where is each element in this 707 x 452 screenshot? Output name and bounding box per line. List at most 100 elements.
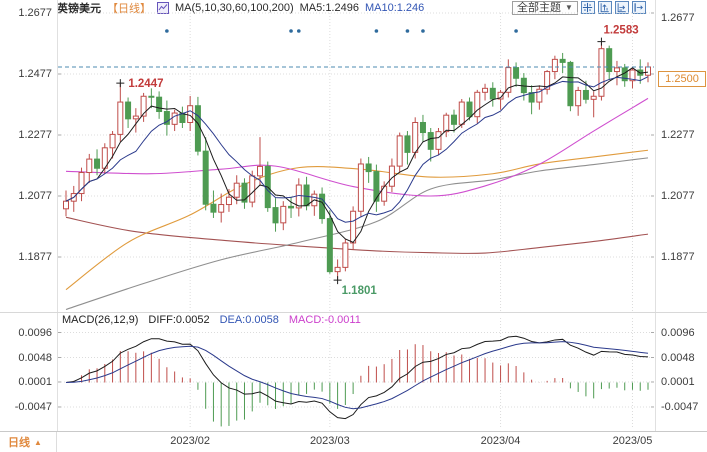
macd-diff-value: DIFF:0.0052 [148, 313, 210, 326]
crosshair-icon [583, 2, 593, 13]
scale-horizontal-button[interactable] [614, 1, 629, 14]
macd-dea-value: DEA:0.0058 [219, 313, 279, 326]
candle [559, 52, 566, 74]
candle [466, 97, 473, 121]
macd-header: MACD(26,12,9) DIFF:0.0052 DEA:0.0058 MAC… [62, 313, 361, 326]
candle [474, 89, 481, 124]
svg-text:1.1801: 1.1801 [342, 285, 378, 297]
right-axis-divider [655, 0, 656, 431]
candle [140, 92, 147, 122]
y-axis-label: 1.2077 [18, 190, 52, 202]
y-axis-label: -0.0047 [661, 400, 699, 413]
ma-line-ma100 [65, 157, 649, 310]
candle [373, 164, 380, 212]
candle [427, 127, 434, 162]
ma-settings-label: MA(5,10,30,60,100,200) [175, 1, 294, 14]
candle [163, 100, 170, 136]
macd-panel [65, 335, 649, 427]
candle [233, 175, 240, 205]
candle [482, 83, 489, 101]
ma-line-ma200 [65, 216, 649, 254]
last-price-label: 1.2500 [658, 70, 706, 87]
x-axis-label: 2023/03 [309, 435, 350, 447]
svg-text:1.2583: 1.2583 [603, 25, 638, 37]
candle [179, 106, 186, 128]
y-axis-label: 0.0096 [661, 326, 695, 339]
ma-fast [65, 67, 649, 243]
macd-diff-line [65, 335, 649, 420]
period-tag: 【日线】 [107, 2, 151, 15]
candle [156, 91, 163, 119]
candle [125, 97, 132, 128]
y-axis-label: 1.2677 [661, 12, 695, 24]
candle [489, 82, 496, 107]
y-axis-label: 1.2277 [18, 129, 52, 141]
macd-dea-line [65, 341, 649, 410]
candle [613, 60, 620, 86]
candle [350, 206, 357, 250]
x-axis-label: 2023/05 [612, 435, 653, 447]
y-axis-label: 1.2477 [18, 68, 52, 80]
candle [342, 238, 349, 272]
candle [86, 153, 93, 183]
time-axis-bar: 日线 ▲ 2023/02 2023/03 2023/04 2023/05 [0, 431, 707, 452]
pan-right-icon [634, 3, 644, 12]
candle [520, 73, 527, 101]
pan-right-button[interactable] [631, 1, 646, 14]
candle [388, 158, 395, 193]
candle [513, 62, 520, 87]
y-axis-label: 0.0048 [661, 351, 695, 364]
y-axis-label: 1.2277 [661, 129, 695, 141]
ma-line-ma30 [65, 97, 649, 197]
y-axis-label: -0.0047 [14, 400, 52, 413]
period-selector[interactable]: 日线 ▲ [0, 432, 57, 452]
y-axis-label: 0.0048 [18, 351, 52, 364]
gridlines [58, 12, 654, 435]
panel-divider [0, 312, 707, 313]
candle [311, 190, 318, 216]
candle [117, 83, 124, 142]
crosshair-button[interactable] [580, 1, 595, 14]
y-axis-label: 0.0096 [18, 326, 52, 339]
toolbar: 全部主题 ▼ [512, 0, 646, 15]
price-annotation: 1.2583 [597, 25, 639, 46]
candle [443, 112, 450, 138]
candle [598, 41, 605, 101]
candle [544, 70, 551, 95]
chevron-down-icon: ▼ [565, 2, 573, 12]
candle [551, 55, 558, 80]
candle [225, 188, 232, 212]
candle [497, 89, 504, 110]
ma-line-ma60 [65, 149, 649, 291]
ma-line-ma10 [65, 76, 649, 223]
macd-hist-value: MACD:-0.0011 [288, 313, 361, 326]
ma5-value: MA5:1.2496 [299, 1, 359, 14]
candle [148, 88, 155, 109]
candle [567, 60, 574, 112]
y-axis-label: 1.1877 [661, 251, 695, 263]
price-annotation: 1.2447 [116, 78, 164, 90]
candle [295, 178, 302, 217]
y-axis-label: 1.1877 [18, 251, 52, 263]
symbol-name: 英镑美元 [57, 2, 101, 15]
candle [536, 85, 543, 110]
candles [63, 41, 651, 281]
candle [629, 66, 636, 89]
candle [326, 210, 333, 274]
candle [280, 201, 287, 231]
candle [63, 190, 69, 217]
scale-horizontal-icon [618, 3, 627, 13]
candle [396, 132, 403, 173]
event-dots [165, 29, 518, 33]
candle [70, 185, 77, 212]
candle [590, 91, 597, 118]
candle [451, 109, 457, 133]
candle [210, 190, 217, 218]
ma-line-ma5 [65, 67, 649, 243]
x-axis-label: 2023/02 [170, 435, 211, 447]
y-axis-label: 1.2677 [18, 7, 52, 19]
theme-dropdown[interactable]: 全部主题 ▼ [512, 0, 578, 15]
candle [202, 137, 209, 211]
